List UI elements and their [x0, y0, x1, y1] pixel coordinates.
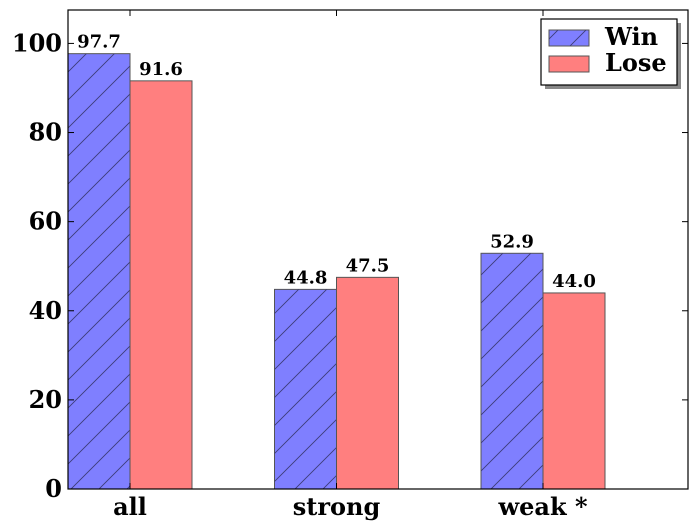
data-label: 97.7 — [77, 32, 121, 53]
bar-hatch-win — [481, 253, 543, 489]
data-label: 44.8 — [284, 267, 328, 288]
x-tick-label: weak * — [497, 492, 587, 521]
plot-area: 97.7 44.8 52.9 91.6 47.5 44.0 0 20 40 60 80 100 all s… — [12, 9, 689, 521]
data-label: 52.9 — [490, 231, 534, 252]
legend-swatch-hatch — [549, 30, 589, 46]
x-tick-label: strong — [293, 492, 381, 521]
y-tick-label: 80 — [29, 118, 62, 147]
legend-label-win: Win — [604, 22, 658, 51]
bar-lose — [542, 292, 606, 490]
bar-hatch-win — [274, 289, 337, 489]
y-tick-label: 60 — [29, 207, 62, 236]
data-label: 47.5 — [346, 255, 390, 276]
axes-frame — [67, 9, 689, 490]
bar-hatch-win — [68, 53, 130, 489]
y-tick-label: 100 — [12, 28, 62, 57]
legend-swatch-lose — [548, 55, 590, 73]
bar-lose — [129, 80, 193, 490]
data-label: 44.0 — [552, 271, 596, 292]
y-tick-label: 40 — [29, 296, 62, 325]
x-tick-label: all — [113, 492, 147, 521]
y-tick-label: 20 — [29, 385, 62, 414]
y-tick-label: 0 — [45, 474, 62, 503]
data-label: 91.6 — [139, 59, 183, 80]
legend-label-lose: Lose — [605, 48, 667, 77]
bar-lose — [336, 276, 399, 490]
